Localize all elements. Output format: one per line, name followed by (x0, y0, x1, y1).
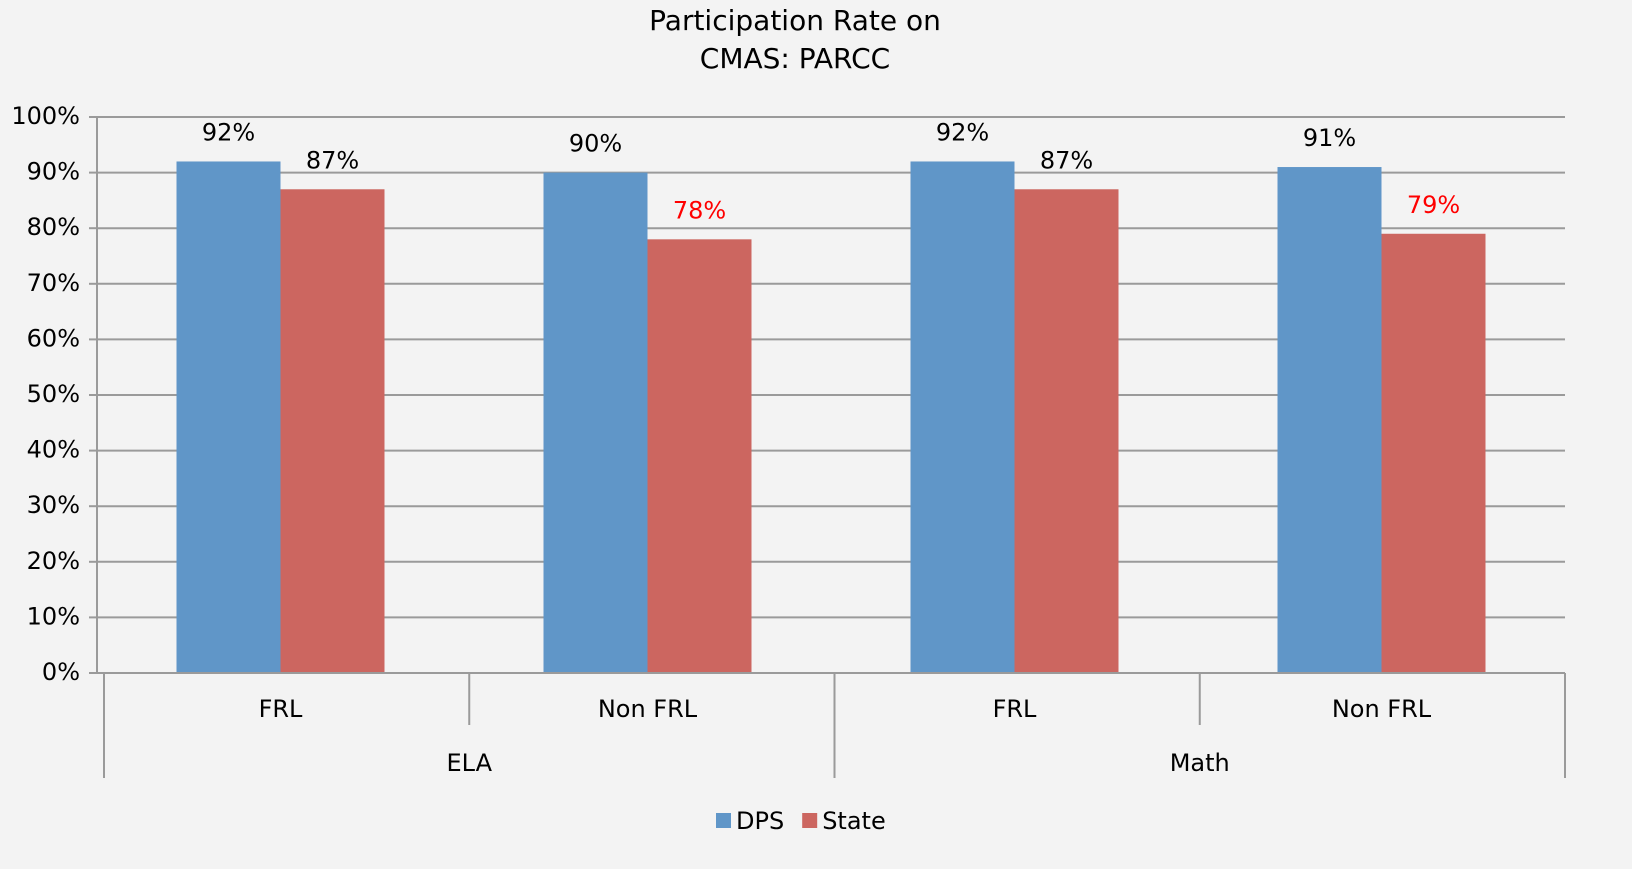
value-label: 87% (1040, 146, 1093, 174)
chart-title: Participation Rate on (649, 4, 941, 37)
y-tick-label: 0% (42, 658, 80, 686)
x-tick-label: Non FRL (598, 695, 698, 723)
y-tick-label: 40% (27, 436, 80, 464)
legend-label: State (822, 807, 886, 835)
bar (280, 189, 385, 673)
chart-title: CMAS: PARCC (700, 42, 890, 75)
value-label: 91% (1303, 124, 1356, 152)
bar (543, 172, 648, 673)
bar (176, 161, 281, 674)
y-tick-label: 80% (27, 213, 80, 241)
legend-swatch (802, 813, 818, 828)
x-tick-label: FRL (993, 695, 1037, 723)
bar (1014, 189, 1119, 673)
y-tick-label: 90% (27, 158, 80, 186)
x-tick-label: FRL (259, 695, 303, 723)
value-label: 90% (569, 130, 622, 158)
value-label: 87% (306, 146, 359, 174)
legend-label: DPS (736, 807, 784, 835)
y-tick-label: 20% (27, 547, 80, 575)
bar (1277, 167, 1382, 674)
value-label: 92% (202, 118, 255, 146)
value-label: 79% (1407, 191, 1460, 219)
y-tick-label: 60% (27, 324, 80, 352)
bar (1381, 233, 1486, 673)
legend-swatch (716, 813, 731, 828)
y-tick-label: 50% (27, 380, 80, 408)
group-label: Math (1170, 749, 1230, 777)
y-tick-label: 100% (11, 102, 80, 130)
y-tick-label: 30% (27, 491, 80, 519)
value-label: 78% (673, 196, 726, 224)
y-tick-label: 70% (27, 269, 80, 297)
y-tick-label: 10% (27, 602, 80, 630)
x-tick-label: Non FRL (1332, 695, 1432, 723)
bar (910, 161, 1015, 674)
bar (647, 239, 752, 673)
value-label: 92% (936, 118, 989, 146)
group-label: ELA (446, 749, 492, 777)
